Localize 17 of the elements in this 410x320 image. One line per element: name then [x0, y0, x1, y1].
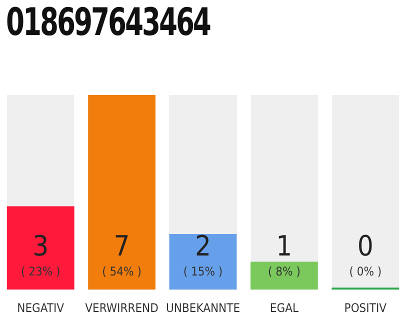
chart-title: 018697643464 [6, 0, 210, 44]
annotation: ( 8% ) [268, 264, 300, 279]
annotation: ( 0% ) [349, 264, 382, 279]
annotation: ( 15% ) [183, 264, 223, 279]
x-tick-label: EGAL [270, 300, 298, 315]
x-tick-label: VERWIRREND [85, 300, 158, 315]
x-tick-label: UNBEKANNTE [166, 300, 240, 315]
data-label: 0 [357, 230, 374, 263]
x-tick-label: POSITIV [344, 300, 388, 315]
data-label: 1 [276, 230, 292, 263]
x-tick-label: NEGATIV [17, 300, 65, 315]
annotation: ( 54% ) [102, 264, 142, 279]
data-label: 7 [114, 230, 130, 263]
data-label: 3 [32, 230, 49, 263]
data-label: 2 [194, 230, 212, 263]
annotation: ( 23% ) [20, 264, 60, 279]
bar [250, 262, 318, 290]
